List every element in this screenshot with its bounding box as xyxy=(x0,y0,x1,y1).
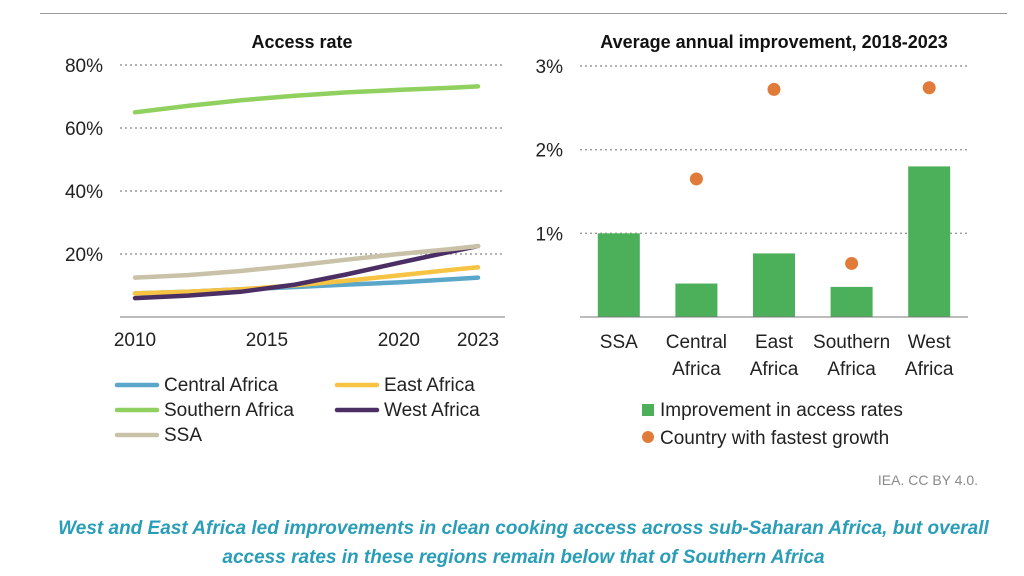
series-line-southern-africa xyxy=(132,84,481,115)
series-line-ssa xyxy=(132,243,481,280)
right-x-tick-label: SSA xyxy=(600,332,638,353)
right-y-ticks: 3% 2% 1% xyxy=(536,57,564,245)
access-rate-chart: Access rate 80% 60% 40% 20% 2010 2015 2020 202… xyxy=(65,32,505,446)
legend-label: West Africa xyxy=(384,400,480,421)
legend-label: SSA xyxy=(164,425,202,446)
left-y-tick-label: 20% xyxy=(65,245,103,266)
left-y-tick-label: 40% xyxy=(65,182,103,203)
legend-label: Central Africa xyxy=(164,375,278,396)
left-y-tick-label: 60% xyxy=(65,119,103,140)
bar-west-africa xyxy=(908,166,951,317)
right-legend: Improvement in access rates Country with … xyxy=(642,400,903,449)
left-x-tick-label: 2023 xyxy=(457,330,499,351)
left-y-tick-label: 80% xyxy=(65,56,103,77)
top-rule xyxy=(40,13,1007,14)
figure-caption: West and East Africa led improvements in… xyxy=(58,518,989,568)
legend-label: East Africa xyxy=(384,375,475,396)
legend-label: Southern Africa xyxy=(164,400,294,421)
dot-west-africa xyxy=(922,81,936,95)
left-x-tick-label: 2015 xyxy=(246,330,288,351)
credit-text: IEA. CC BY 4.0. xyxy=(877,472,978,488)
right-x-ticks: SSA Central Africa East Africa Southern Africa… xyxy=(600,332,954,380)
right-x-tick-label: Central Africa xyxy=(666,332,727,380)
series-line-east-africa xyxy=(132,264,481,296)
right-y-tick-label: 2% xyxy=(536,141,564,162)
legend-label: Improvement in access rates xyxy=(660,400,903,421)
left-chart-title: Access rate xyxy=(251,32,352,52)
right-y-tick-label: 3% xyxy=(536,57,564,78)
bar-central-africa xyxy=(675,283,718,317)
right-x-tick-label: West Africa xyxy=(905,332,954,380)
dot-central-africa xyxy=(689,172,703,186)
right-x-tick-label: Southern Africa xyxy=(813,332,890,380)
bar-ssa xyxy=(597,233,640,317)
left-x-ticks: 2010 2015 2020 2023 xyxy=(114,330,499,351)
figure-canvas: Access rate 80% 60% 40% 20% 2010 2015 2020 202… xyxy=(65,32,968,449)
bar-east-africa xyxy=(753,253,795,317)
average-improvement-chart: Average annual improvement, 2018-2023 3%… xyxy=(536,32,968,449)
right-x-tick-label: East Africa xyxy=(750,332,799,380)
left-x-tick-label: 2010 xyxy=(114,330,156,351)
left-legend: Central Africa East Africa Southern Africa… xyxy=(114,375,480,446)
legend-swatch-dot xyxy=(642,431,654,443)
right-bars xyxy=(597,166,951,317)
dot-east-africa xyxy=(767,82,781,96)
left-y-ticks: 80% 60% 40% 20% xyxy=(65,56,103,266)
legend-swatch-bar xyxy=(642,404,654,416)
right-y-tick-label: 1% xyxy=(536,224,564,245)
bar-southern-africa xyxy=(830,286,873,317)
left-series-lines xyxy=(132,84,481,301)
right-chart-title: Average annual improvement, 2018-2023 xyxy=(600,32,948,52)
legend-label: Country with fastest growth xyxy=(660,428,889,449)
right-dots xyxy=(689,81,936,270)
dot-southern-africa xyxy=(845,256,859,270)
left-x-tick-label: 2020 xyxy=(378,330,420,351)
series-line-west-africa xyxy=(132,243,481,301)
